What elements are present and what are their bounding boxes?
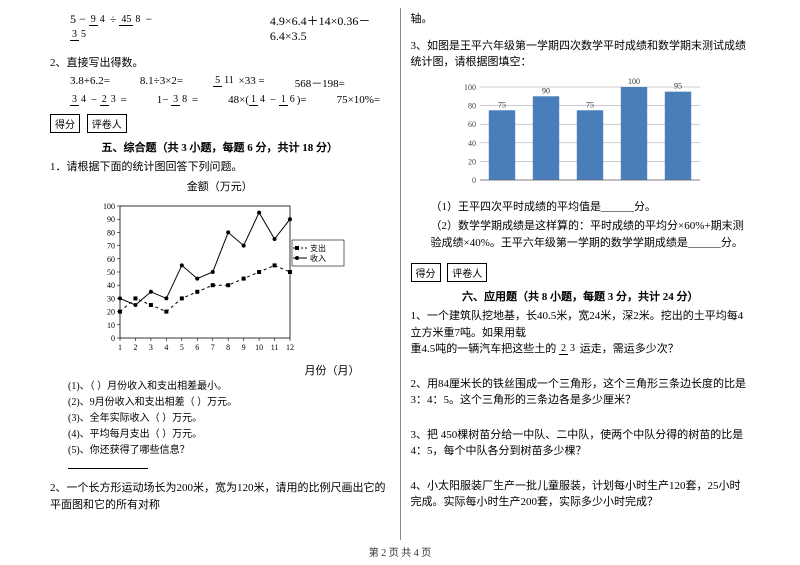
- reviewer-box: 评卷人: [87, 114, 127, 133]
- calc-3: 511 ×33 =: [213, 75, 265, 91]
- svg-text:30: 30: [107, 294, 115, 303]
- svg-text:0: 0: [472, 176, 476, 185]
- svg-text:7: 7: [210, 343, 214, 352]
- svg-text:100: 100: [464, 83, 476, 92]
- svg-text:支出: 支出: [310, 243, 326, 253]
- score-box: 得分: [50, 114, 80, 133]
- calc-row-2: 34 − 23 = 1− 38 = 48×(14 − 16)= 75×10%=: [70, 94, 390, 106]
- calc-2: 8.1÷3×2=: [140, 75, 183, 91]
- svg-text:收入: 收入: [310, 253, 326, 263]
- axis-word: 轴。: [411, 11, 751, 28]
- q5-1e: (5)、你还获得了哪些信息？: [68, 443, 390, 458]
- line-chart: 0102030405060708090100123456789101112支出收…: [50, 198, 390, 358]
- svg-text:12: 12: [286, 343, 294, 352]
- q5-1d: (4)、平均每月支出（ ）万元。: [68, 427, 390, 442]
- svg-text:90: 90: [107, 215, 115, 224]
- q6-1: 1、一个建筑队挖地基，长40.5米，宽24米，深2米。挖出的土平均每4立方米重7…: [411, 308, 751, 358]
- svg-text:5: 5: [180, 343, 184, 352]
- answer-blank: [68, 459, 148, 469]
- formula-2: 4.9×6.4＋14×0.36－6.4×3.5: [270, 12, 390, 44]
- svg-text:3: 3: [149, 343, 153, 352]
- svg-text:9: 9: [241, 343, 245, 352]
- svg-text:10: 10: [255, 343, 263, 352]
- calc-1: 3.8+6.2=: [70, 75, 110, 91]
- svg-text:60: 60: [107, 255, 115, 264]
- section-6-title: 六、应用题（共 8 小题，每题 3 分，共计 24 分）: [411, 288, 751, 304]
- q5-3a: （1）王平四次平时成绩的平均值是______分。: [431, 199, 751, 216]
- svg-text:70: 70: [107, 242, 115, 251]
- svg-text:60: 60: [468, 120, 476, 129]
- q5-1a: (1)、（ ）月份收入和支出相差最小。: [68, 379, 390, 394]
- line-chart-xlabel: 月份（月）: [50, 362, 360, 378]
- q2-title: 2、直接写出得数。: [50, 55, 390, 72]
- calc-4: 568－198=: [295, 75, 345, 91]
- section-5-title: 五、综合题（共 3 小题，每题 6 分，共计 18 分）: [50, 139, 390, 155]
- calc-6: 1− 38 =: [157, 94, 198, 106]
- calc-row-1: 3.8+6.2= 8.1÷3×2= 511 ×33 = 568－198=: [70, 75, 390, 91]
- page-footer: 第 2 页 共 4 页: [0, 544, 800, 559]
- formula-1: 5 − 94 ÷ 458 − 35: [70, 12, 160, 44]
- svg-text:1: 1: [118, 343, 122, 352]
- q5-3: 3、如图是王平六年级第一学期四次数学平时成绩和数学期末测试成绩统计图，请根据图填…: [411, 38, 751, 71]
- q6-2: 2、用84厘米长的铁丝围成一个三角形，这个三角形三条边长度的比是3：4：5。这个…: [411, 376, 751, 409]
- svg-text:95: 95: [674, 81, 682, 90]
- svg-text:8: 8: [226, 343, 230, 352]
- svg-text:75: 75: [498, 100, 506, 109]
- q5-1: 1．请根据下面的统计图回答下列问题。: [50, 159, 390, 176]
- q6-3: 3、把 450棵树苗分给一中队、二中队，使两个中队分得的树苗的比是4：5，每个中…: [411, 427, 751, 460]
- bar-chart: 0 20 40 60 80 100 75 90 75 100 95: [411, 75, 751, 195]
- reviewer-box-2: 评卷人: [447, 263, 487, 282]
- svg-text:2: 2: [133, 343, 137, 352]
- svg-text:80: 80: [107, 228, 115, 237]
- svg-text:80: 80: [468, 101, 476, 110]
- svg-text:6: 6: [195, 343, 199, 352]
- q5-1c: (3)、全年实际收入（ ）万元。: [68, 411, 390, 426]
- svg-text:40: 40: [468, 138, 476, 147]
- score-box-2: 得分: [411, 263, 441, 282]
- svg-text:90: 90: [542, 86, 550, 95]
- calc-8: 75×10%=: [337, 94, 381, 106]
- svg-text:20: 20: [468, 157, 476, 166]
- svg-text:4: 4: [164, 343, 168, 352]
- svg-text:100: 100: [103, 202, 115, 211]
- svg-text:40: 40: [107, 281, 115, 290]
- line-chart-title: 金额（万元）: [50, 178, 390, 194]
- svg-text:0: 0: [111, 334, 115, 343]
- svg-text:11: 11: [270, 343, 278, 352]
- svg-text:50: 50: [107, 268, 115, 277]
- q5-2: 2、一个长方形运动场长为200米，宽为120米，请用的比例尺画出它的平面图和它的…: [50, 480, 390, 513]
- svg-text:20: 20: [107, 308, 115, 317]
- calc-7: 48×(14 − 16)=: [228, 94, 306, 106]
- q5-3b: （2）数学学期成绩是这样算的：平时成绩的平均分×60%+期末测验成绩×40%。王…: [431, 218, 751, 251]
- svg-text:75: 75: [586, 100, 594, 109]
- q5-1b: (2)、9月份收入和支出相差（ ）万元。: [68, 395, 390, 410]
- calc-5: 34 − 23 =: [70, 94, 127, 106]
- q6-4: 4、小太阳服装厂生产一批儿童服装，计划每小时生产120套，25小时完成。实际每小…: [411, 478, 751, 511]
- svg-text:100: 100: [628, 77, 640, 86]
- svg-text:10: 10: [107, 321, 115, 330]
